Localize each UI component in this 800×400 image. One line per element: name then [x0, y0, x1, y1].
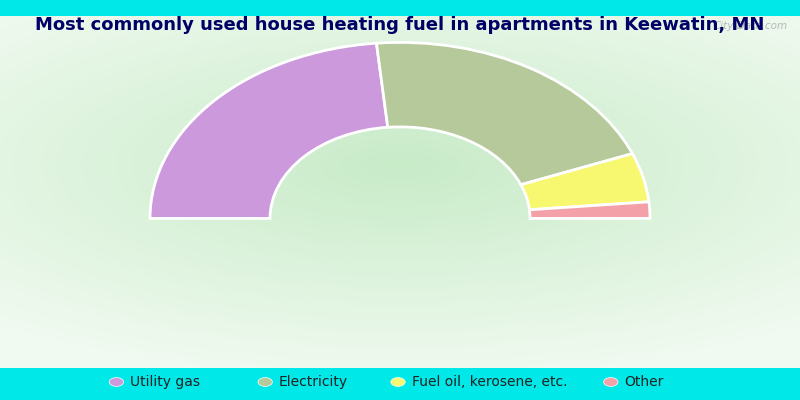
Wedge shape: [150, 43, 388, 218]
Text: Electricity: Electricity: [279, 375, 348, 389]
Wedge shape: [530, 202, 650, 218]
Wedge shape: [377, 42, 633, 185]
Wedge shape: [521, 154, 649, 210]
Text: Utility gas: Utility gas: [130, 375, 200, 389]
Text: City-Data.com: City-Data.com: [714, 21, 787, 31]
Text: Other: Other: [625, 375, 664, 389]
Text: Most commonly used house heating fuel in apartments in Keewatin, MN: Most commonly used house heating fuel in…: [35, 16, 765, 34]
Text: Fuel oil, kerosene, etc.: Fuel oil, kerosene, etc.: [412, 375, 567, 389]
